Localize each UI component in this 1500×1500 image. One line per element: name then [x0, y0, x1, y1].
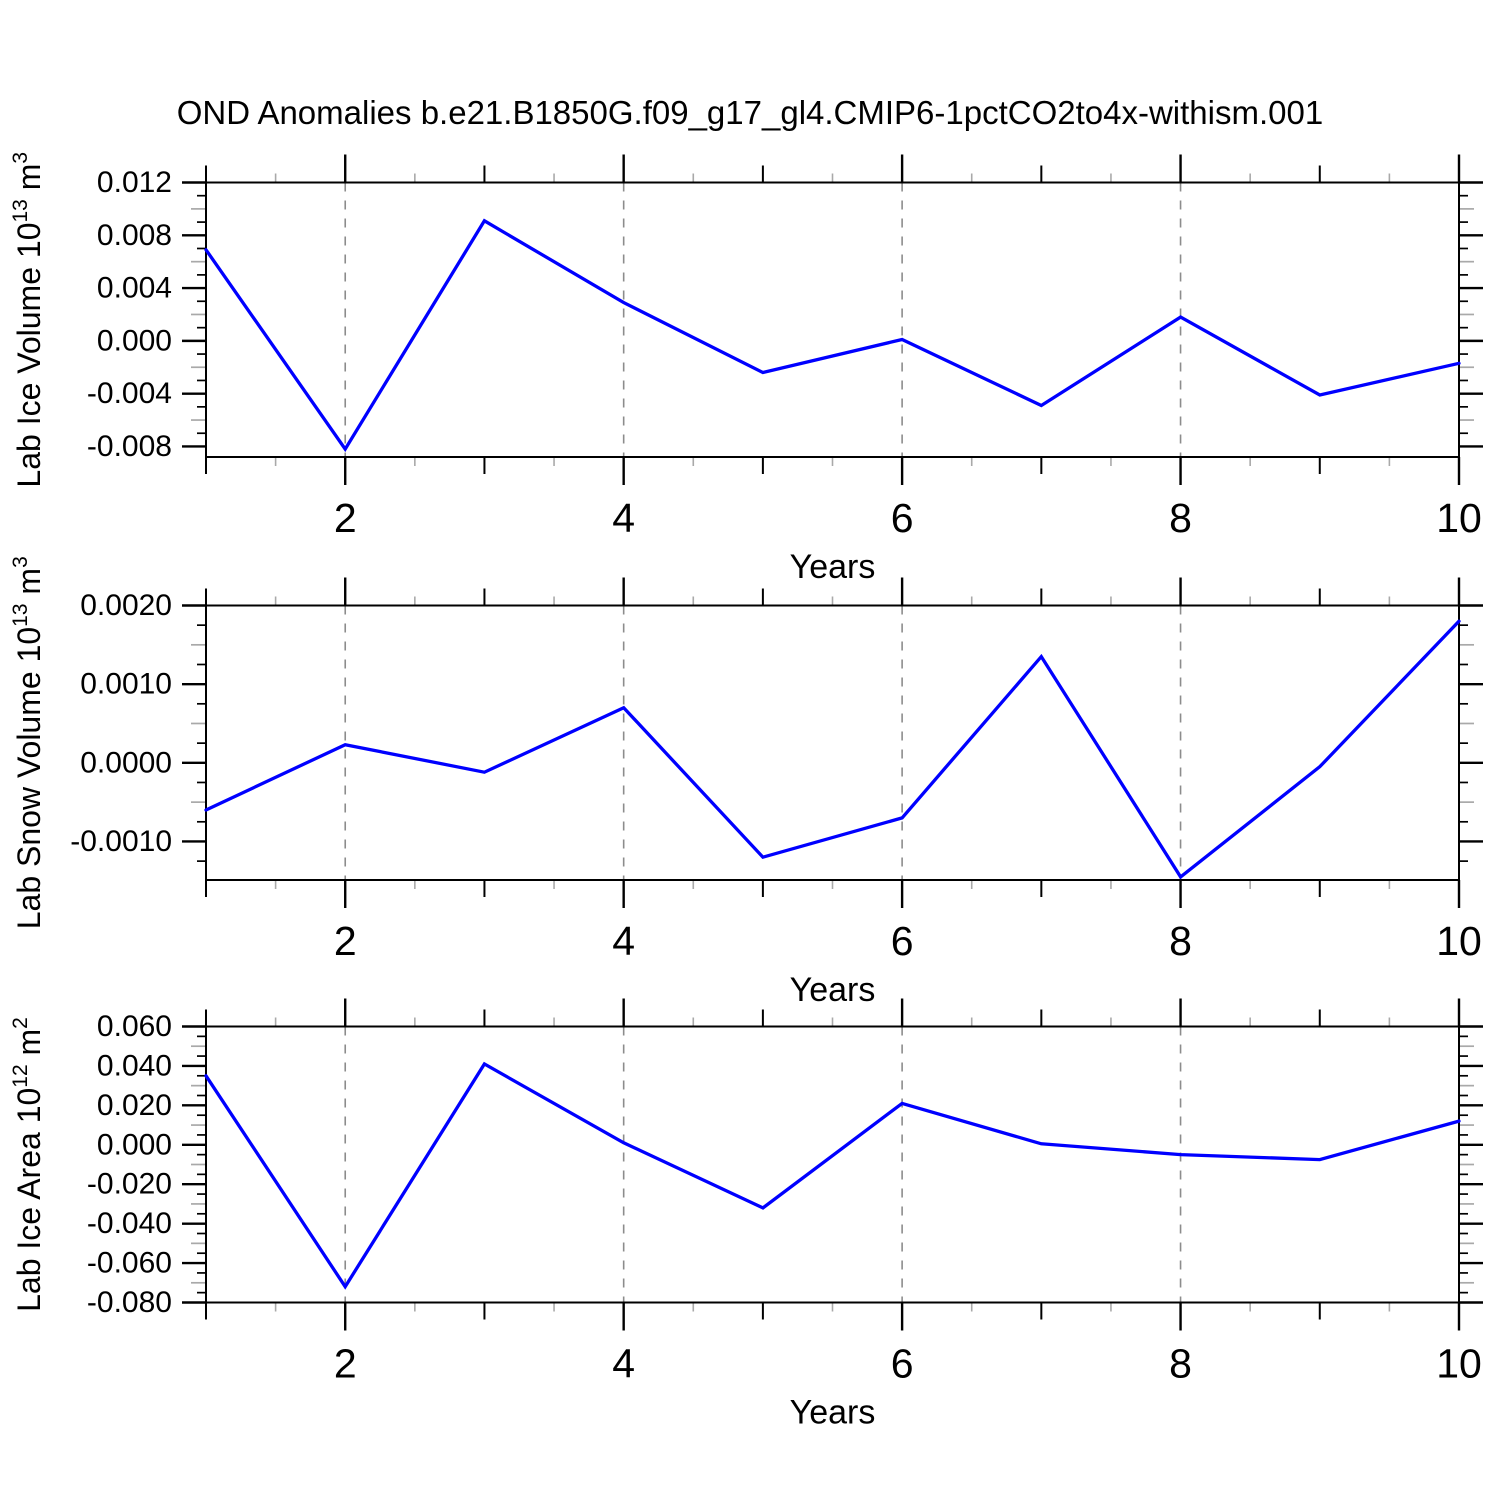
y-tick-label-panel1: 0.004: [97, 272, 172, 305]
x-tick-label-panel3: 4: [612, 1341, 635, 1387]
y-tick-label-panel3: 0.000: [97, 1128, 172, 1161]
data-line-panel1: [204, 218, 1461, 453]
x-tick-label-panel2: 10: [1436, 918, 1482, 964]
x-tick-label-panel1: 2: [334, 495, 357, 541]
x-tick-label-panel3: 6: [891, 1341, 914, 1387]
y-axis-title-panel3: Lab Ice Area 1012 m2: [9, 1017, 47, 1312]
x-tick-label-panel3: 2: [334, 1341, 357, 1387]
x-tick-label-panel1: 8: [1169, 495, 1192, 541]
y-tick-label-panel2: 0.0010: [80, 668, 172, 701]
x-tick-label-panel3: 8: [1169, 1341, 1192, 1387]
plot-border-panel2: [205, 604, 1460, 881]
y-tick-label-panel3: 0.020: [97, 1089, 172, 1122]
data-line-panel3: [204, 1061, 1461, 1290]
y-tick-label-panel1: 0.008: [97, 219, 172, 252]
x-tick-label-panel1: 4: [612, 495, 635, 541]
x-axis-title-panel1: Years: [790, 548, 876, 586]
x-tick-label-panel2: 2: [334, 918, 357, 964]
y-tick-label-panel3: -0.060: [87, 1247, 172, 1280]
y-tick-label-panel3: -0.080: [87, 1286, 172, 1319]
y-axis-title-panel2: Lab Snow Volume 1013 m3: [9, 556, 47, 929]
x-tick-label-panel3: 10: [1436, 1341, 1482, 1387]
y-tick-label-panel3: 0.060: [97, 1010, 172, 1043]
x-axis-title-panel3: Years: [790, 1394, 876, 1432]
y-tick-label-panel2: 0.0000: [80, 746, 172, 779]
x-tick-label-panel2: 8: [1169, 918, 1192, 964]
chart-title: OND Anomalies b.e21.B1850G.f09_g17_gl4.C…: [176, 94, 1324, 131]
y-tick-label-panel2: 0.0020: [80, 589, 172, 622]
plot-border-panel1: [205, 181, 1460, 458]
y-tick-label-panel1: 0.012: [97, 166, 172, 199]
y-tick-label-panel3: -0.040: [87, 1207, 172, 1240]
plot-border-panel3: [205, 1025, 1460, 1304]
y-tick-label-panel3: -0.020: [87, 1168, 172, 1201]
data-line-panel2: [204, 619, 1461, 880]
y-tick-label-panel1: -0.004: [87, 377, 172, 410]
y-tick-label-panel2: -0.0010: [70, 825, 172, 858]
x-axis-title-panel2: Years: [790, 971, 876, 1009]
x-tick-label-panel1: 6: [891, 495, 914, 541]
y-tick-label-panel1: 0.000: [97, 324, 172, 357]
y-axis-title-panel1: Lab Ice Volume 1013 m3: [9, 152, 47, 488]
x-tick-label-panel1: 10: [1436, 495, 1482, 541]
x-tick-label-panel2: 4: [612, 918, 635, 964]
y-tick-label-panel1: -0.008: [87, 430, 172, 463]
x-tick-label-panel2: 6: [891, 918, 914, 964]
y-tick-label-panel3: 0.040: [97, 1049, 172, 1082]
